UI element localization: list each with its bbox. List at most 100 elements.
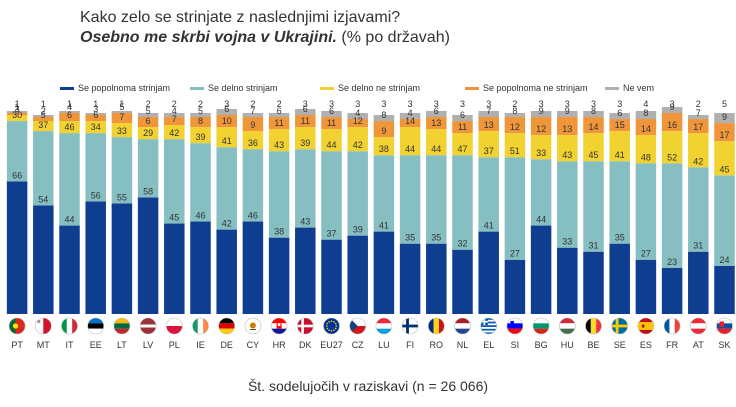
flag-ring-se — [611, 317, 629, 335]
value-label-hu-3: 9 — [565, 106, 570, 116]
flag-ring-ie — [192, 317, 209, 335]
value-label-se-2: 15 — [615, 120, 625, 130]
value-label-el-2: 13 — [484, 120, 494, 130]
bar-segment-cz-1 — [347, 151, 368, 236]
bar-segment-at-3 — [688, 119, 709, 134]
value-label-cz-0: 39 — [353, 225, 363, 235]
bar-segment-de-0 — [216, 229, 237, 314]
value-label-be-3: 8 — [591, 106, 596, 116]
flag-icon-hr — [271, 318, 288, 334]
value-label-cz-4: 3 — [355, 99, 360, 109]
value-label-eu27-3: 6 — [329, 106, 334, 116]
value-label-eu27-2: 11 — [327, 118, 336, 128]
category-label-dk: DK — [299, 340, 312, 350]
value-label-bg-0: 44 — [536, 215, 546, 225]
bar-segment-el-1 — [478, 157, 499, 232]
bar-segment-hu-0 — [557, 247, 578, 314]
value-label-es-2: 14 — [641, 124, 651, 134]
flag-ring-lv — [139, 317, 157, 335]
category-label-at: AT — [693, 340, 704, 350]
bar-segment-hu-3 — [557, 117, 578, 136]
bar-segment-nl-1 — [452, 155, 473, 250]
category-label-it: IT — [66, 340, 75, 350]
category-label-se: SE — [614, 340, 626, 350]
legend-item-0: Se popolnoma strinjam — [60, 80, 170, 96]
value-label-lu-1: 38 — [379, 144, 389, 154]
flag-icon-be — [585, 318, 602, 334]
flag-icon-dk — [297, 318, 314, 334]
bar-segment-eu27-0 — [321, 239, 342, 314]
value-label-lv-4: 2 — [146, 99, 151, 109]
value-label-fr-2: 16 — [667, 120, 677, 130]
value-label-it-3: 4 — [67, 102, 72, 112]
bar-segment-cy-2 — [242, 131, 264, 150]
value-label-hr-3: 6 — [277, 106, 282, 116]
value-label-fi-2: 14 — [405, 116, 415, 126]
bar-segment-mt-2 — [33, 121, 54, 132]
value-label-eu27-0: 37 — [326, 229, 336, 239]
bar-segment-lt-4 — [111, 110, 133, 113]
flag-ring-el — [480, 317, 498, 335]
value-label-it-1: 46 — [64, 122, 74, 132]
value-label-fr-4: 3 — [670, 99, 675, 109]
bar-segment-es-0 — [635, 259, 657, 314]
value-label-be-4: 3 — [591, 99, 596, 109]
category-label-lu: LU — [378, 340, 390, 350]
value-label-hu-2: 13 — [562, 124, 572, 134]
bar-segment-pt-4 — [6, 110, 28, 113]
flag-icon-ee — [87, 318, 104, 334]
category-label-ro: RO — [430, 340, 444, 350]
bar-segment-pl-1 — [164, 139, 185, 224]
value-label-pl-2: 7 — [172, 114, 177, 124]
bar-segment-ie-1 — [190, 143, 211, 222]
bar-segment-bg-0 — [530, 225, 552, 314]
bar-segment-cy-0 — [242, 221, 264, 314]
value-label-ro-0: 35 — [431, 233, 441, 243]
legend-item-2: Se delno ne strinjam — [320, 80, 420, 96]
flag-icon-ro — [428, 318, 445, 334]
bar-segment-fr-1 — [661, 163, 683, 268]
bar-segment-be-3 — [583, 117, 604, 134]
bar-segment-fi-4 — [399, 113, 421, 120]
value-label-pt-4: 1 — [15, 99, 20, 109]
value-label-bg-4: 3 — [539, 99, 544, 109]
flag-icon-at — [690, 318, 707, 334]
bar-segment-si-2 — [504, 133, 526, 158]
bar-segment-cy-1 — [242, 149, 264, 222]
value-label-cy-1: 36 — [248, 138, 258, 148]
value-label-nl-2: 11 — [458, 122, 467, 132]
value-label-mt-0: 54 — [38, 194, 48, 204]
bar-segment-se-0 — [609, 243, 630, 314]
bar-segment-lv-4 — [137, 113, 159, 118]
flag-icon-pt — [9, 318, 26, 334]
value-label-es-0: 27 — [641, 249, 651, 259]
value-label-hr-4: 2 — [277, 99, 282, 109]
bar-segment-ie-0 — [190, 221, 211, 314]
bar-segment-lt-3 — [111, 113, 133, 124]
bar-segment-es-1 — [635, 163, 657, 260]
bar-segment-at-2 — [688, 133, 709, 168]
flag-icon-lt — [113, 318, 130, 334]
bar-segment-ee-3 — [85, 115, 106, 122]
value-label-at-3: 7 — [696, 108, 701, 118]
flag-icon-pl — [166, 318, 183, 334]
bar-segment-lt-1 — [111, 137, 133, 204]
bar-segment-ro-1 — [426, 155, 447, 244]
value-label-hu-0: 33 — [562, 237, 572, 247]
value-label-ro-1: 44 — [431, 144, 441, 154]
category-label-si: SI — [511, 340, 520, 350]
value-label-nl-3: 6 — [460, 110, 465, 120]
bar-segment-mt-4 — [33, 115, 54, 118]
value-label-dk-4: 3 — [303, 99, 308, 109]
bar-segment-pl-2 — [164, 125, 185, 140]
category-label-fr: FR — [666, 340, 678, 350]
legend-swatch-2 — [320, 87, 334, 91]
value-label-dk-1: 39 — [300, 138, 310, 148]
bar-segment-lv-3 — [137, 117, 159, 128]
value-label-cy-3: 7 — [250, 106, 255, 116]
bar-segment-hr-3 — [268, 117, 290, 130]
flag-ring-fi — [401, 317, 419, 335]
value-label-lt-2: 7 — [119, 112, 124, 122]
legend-item-3: Se popolnoma ne strinjam — [465, 80, 588, 96]
value-label-lv-0: 58 — [143, 186, 153, 196]
